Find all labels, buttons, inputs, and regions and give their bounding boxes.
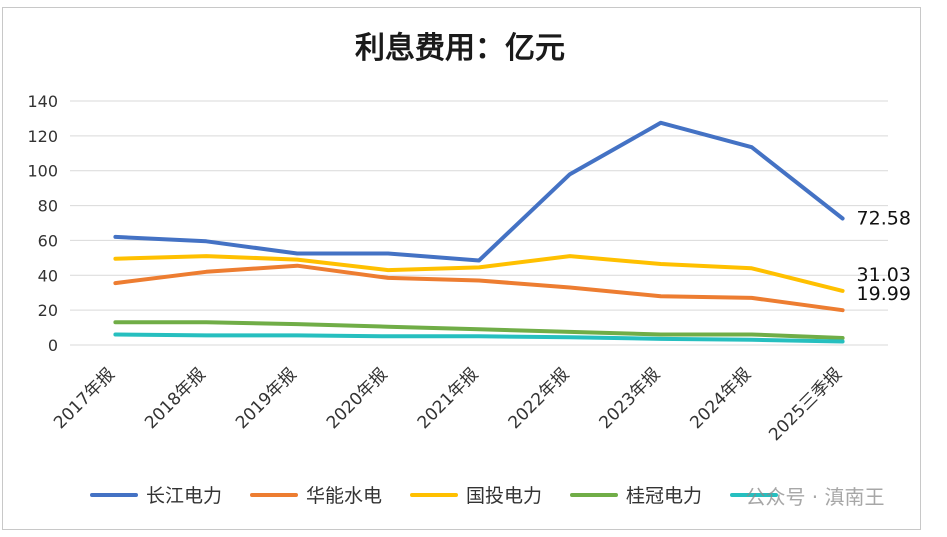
y-tick-label: 20 — [38, 301, 58, 320]
y-tick-label: 80 — [38, 197, 58, 216]
y-tick-label: 120 — [27, 127, 58, 146]
y-tick-label: 60 — [38, 231, 58, 250]
chart-title: 利息费用：亿元 — [355, 31, 565, 66]
legend-label: 国投电力 — [466, 485, 542, 507]
legend-label: 桂冠电力 — [626, 485, 702, 507]
watermark-text: 公众号 · 滇南王 — [745, 485, 884, 509]
data-label: 72.58 — [857, 208, 911, 230]
y-tick-label: 100 — [27, 162, 58, 181]
y-tick-label: 0 — [48, 336, 58, 355]
data-label: 19.99 — [857, 283, 911, 305]
legend-label: 华能水电 — [306, 485, 382, 507]
y-tick-label: 140 — [27, 92, 58, 111]
legend-label: 长江电力 — [146, 485, 222, 507]
y-tick-label: 40 — [38, 266, 58, 285]
